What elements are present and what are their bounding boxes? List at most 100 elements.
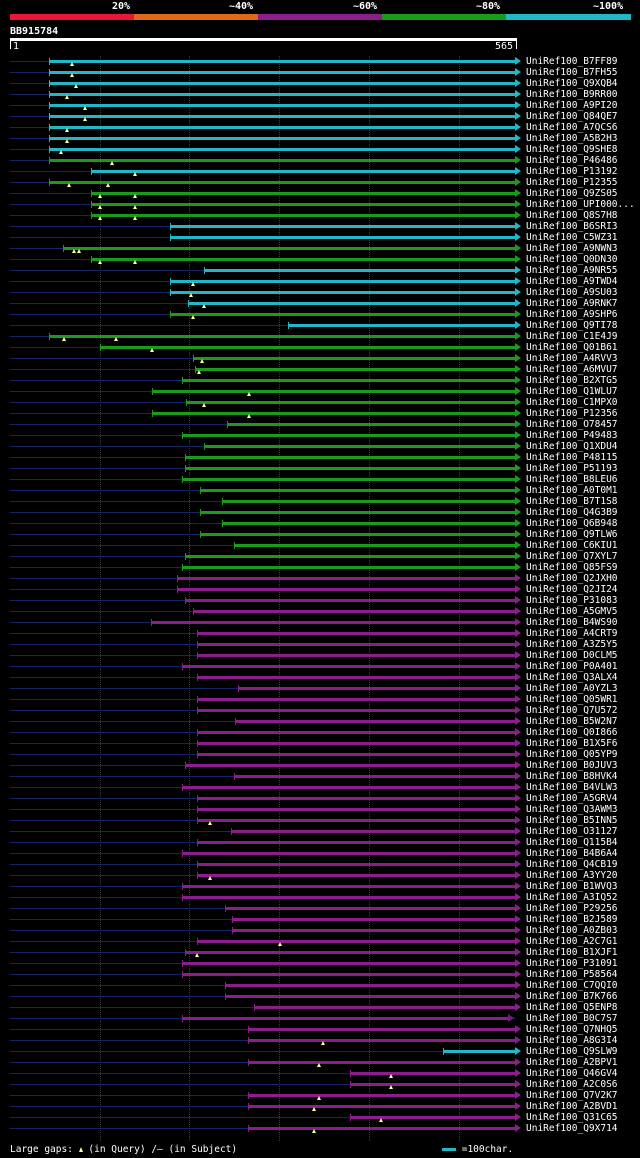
hit-row[interactable]: UniRef100_P31083 xyxy=(0,595,640,606)
hit-row[interactable]: UniRef100_A4CRT9 xyxy=(0,628,640,639)
hit-bar[interactable] xyxy=(204,266,521,274)
hit-row[interactable]: UniRef100_Q9XQB4 xyxy=(0,78,640,89)
hit-label[interactable]: UniRef100_B0JUV3 xyxy=(526,760,618,771)
hit-bar[interactable] xyxy=(197,706,521,714)
hit-bar[interactable] xyxy=(48,112,521,120)
hit-row[interactable]: UniRef100_P46486 xyxy=(0,155,640,166)
hit-bar[interactable] xyxy=(232,915,521,923)
hit-row[interactable]: UniRef100_Q7U572 xyxy=(0,705,640,716)
hit-bar[interactable] xyxy=(99,343,521,351)
hit-label[interactable]: UniRef100_C6KIU1 xyxy=(526,540,618,551)
hit-bar[interactable] xyxy=(48,332,521,340)
hit-row[interactable]: UniRef100_A9SHP6 xyxy=(0,309,640,320)
hit-bar[interactable] xyxy=(188,299,521,307)
hit-row[interactable]: UniRef100_P51193 xyxy=(0,463,640,474)
hit-row[interactable]: UniRef100_Q3ALX4 xyxy=(0,672,640,683)
hit-label[interactable]: UniRef100_Q4G3B9 xyxy=(526,507,618,518)
hit-label[interactable]: UniRef100_B7K766 xyxy=(526,991,618,1002)
hit-label[interactable]: UniRef100_Q2JI24 xyxy=(526,584,618,595)
hit-row[interactable]: UniRef100_Q1XDU4 xyxy=(0,441,640,452)
hit-bar[interactable] xyxy=(170,222,521,230)
hit-label[interactable]: UniRef100_B1WVQ3 xyxy=(526,881,618,892)
hit-label[interactable]: UniRef100_P31091 xyxy=(526,958,618,969)
hit-row[interactable]: UniRef100_A5B2H3 xyxy=(0,133,640,144)
hit-label[interactable]: UniRef100_A9PI20 xyxy=(526,100,618,111)
hit-bar[interactable] xyxy=(248,1036,521,1044)
hit-row[interactable]: UniRef100_O31127 xyxy=(0,826,640,837)
hit-bar[interactable] xyxy=(350,1113,521,1121)
hit-label[interactable]: UniRef100_Q8S7H8 xyxy=(526,210,618,221)
hit-row[interactable]: UniRef100_Q9X714 xyxy=(0,1123,640,1134)
hit-bar[interactable] xyxy=(177,574,521,582)
hit-row[interactable]: UniRef100_B6SRI3 xyxy=(0,221,640,232)
hit-row[interactable]: UniRef100_Q9ZS05 xyxy=(0,188,640,199)
hit-bar[interactable] xyxy=(181,970,521,978)
hit-row[interactable]: UniRef100_A3Z5Y5 xyxy=(0,639,640,650)
hit-bar[interactable] xyxy=(248,1025,521,1033)
hit-bar[interactable] xyxy=(91,167,521,175)
hit-bar[interactable] xyxy=(184,948,521,956)
hit-bar[interactable] xyxy=(91,200,521,208)
hit-row[interactable]: UniRef100_A3YY20 xyxy=(0,870,640,881)
hit-row[interactable]: UniRef100_P13192 xyxy=(0,166,640,177)
hit-row[interactable]: UniRef100_A2BVD1 xyxy=(0,1101,640,1112)
hit-bar[interactable] xyxy=(48,156,521,164)
hit-row[interactable]: UniRef100_Q46GV4 xyxy=(0,1068,640,1079)
hit-row[interactable]: UniRef100_Q0DN30 xyxy=(0,254,640,265)
hit-row[interactable]: UniRef100_B4VLW3 xyxy=(0,782,640,793)
hit-label[interactable]: UniRef100_UPI000... xyxy=(526,199,635,210)
hit-bar[interactable] xyxy=(192,354,521,362)
hit-row[interactable]: UniRef100_C6KIU1 xyxy=(0,540,640,551)
hit-row[interactable]: UniRef100_B5W2N7 xyxy=(0,716,640,727)
hit-row[interactable]: UniRef100_A5GRV4 xyxy=(0,793,640,804)
hit-label[interactable]: UniRef100_A9RNK7 xyxy=(526,298,618,309)
hit-bar[interactable] xyxy=(48,101,521,109)
hit-bar[interactable] xyxy=(152,387,521,395)
hit-row[interactable]: UniRef100_A4RVV3 xyxy=(0,353,640,364)
hit-label[interactable]: UniRef100_A0T0M1 xyxy=(526,485,618,496)
hit-label[interactable]: UniRef100_Q9XQB4 xyxy=(526,78,618,89)
hit-row[interactable]: UniRef100_Q4CB19 xyxy=(0,859,640,870)
hit-row[interactable]: UniRef100_Q01B61 xyxy=(0,342,640,353)
hit-bar[interactable] xyxy=(170,288,521,296)
hit-row[interactable]: UniRef100_Q1WLU7 xyxy=(0,386,640,397)
hit-row[interactable]: UniRef100_A0ZB03 xyxy=(0,925,640,936)
hit-bar[interactable] xyxy=(248,1091,521,1099)
hit-row[interactable]: UniRef100_B7K766 xyxy=(0,991,640,1002)
hit-label[interactable]: UniRef100_Q9SHE8 xyxy=(526,144,618,155)
hit-bar[interactable] xyxy=(197,695,521,703)
hit-bar[interactable] xyxy=(204,442,521,450)
hit-label[interactable]: UniRef100_A5B2H3 xyxy=(526,133,618,144)
hit-row[interactable]: UniRef100_A5GMV5 xyxy=(0,606,640,617)
hit-row[interactable]: UniRef100_P58564 xyxy=(0,969,640,980)
hit-row[interactable]: UniRef100_Q05YP9 xyxy=(0,749,640,760)
hit-row[interactable]: UniRef100_Q84QE7 xyxy=(0,111,640,122)
hit-label[interactable]: UniRef100_O78457 xyxy=(526,419,618,430)
hit-bar[interactable] xyxy=(222,519,521,527)
hit-label[interactable]: UniRef100_P12355 xyxy=(526,177,618,188)
hit-label[interactable]: UniRef100_Q01B61 xyxy=(526,342,618,353)
hit-row[interactable]: UniRef100_Q6B948 xyxy=(0,518,640,529)
hit-label[interactable]: UniRef100_A7QCS6 xyxy=(526,122,618,133)
hit-bar[interactable] xyxy=(151,618,521,626)
hit-label[interactable]: UniRef100_B7T1S8 xyxy=(526,496,618,507)
hit-label[interactable]: UniRef100_A2BVD1 xyxy=(526,1101,618,1112)
hit-label[interactable]: UniRef100_B7FH55 xyxy=(526,67,618,78)
hit-row[interactable]: UniRef100_B4WS90 xyxy=(0,617,640,628)
hit-row[interactable]: UniRef100_Q5ENP8 xyxy=(0,1002,640,1013)
hit-label[interactable]: UniRef100_B1X5F6 xyxy=(526,738,618,749)
hit-label[interactable]: UniRef100_B1XJF1 xyxy=(526,947,618,958)
hit-label[interactable]: UniRef100_P58564 xyxy=(526,969,618,980)
hit-bar[interactable] xyxy=(197,629,521,637)
hit-label[interactable]: UniRef100_A5GRV4 xyxy=(526,793,618,804)
hit-bar[interactable] xyxy=(197,816,521,824)
hit-bar[interactable] xyxy=(197,750,521,758)
hit-row[interactable]: UniRef100_B7FF89 xyxy=(0,56,640,67)
hit-label[interactable]: UniRef100_A8G3I4 xyxy=(526,1035,618,1046)
hit-label[interactable]: UniRef100_P0A401 xyxy=(526,661,618,672)
hit-label[interactable]: UniRef100_P29256 xyxy=(526,903,618,914)
hit-row[interactable]: UniRef100_B0C7S7 xyxy=(0,1013,640,1024)
hit-row[interactable]: UniRef100_A9RNK7 xyxy=(0,298,640,309)
hit-bar[interactable] xyxy=(184,464,521,472)
hit-bar[interactable] xyxy=(181,662,521,670)
